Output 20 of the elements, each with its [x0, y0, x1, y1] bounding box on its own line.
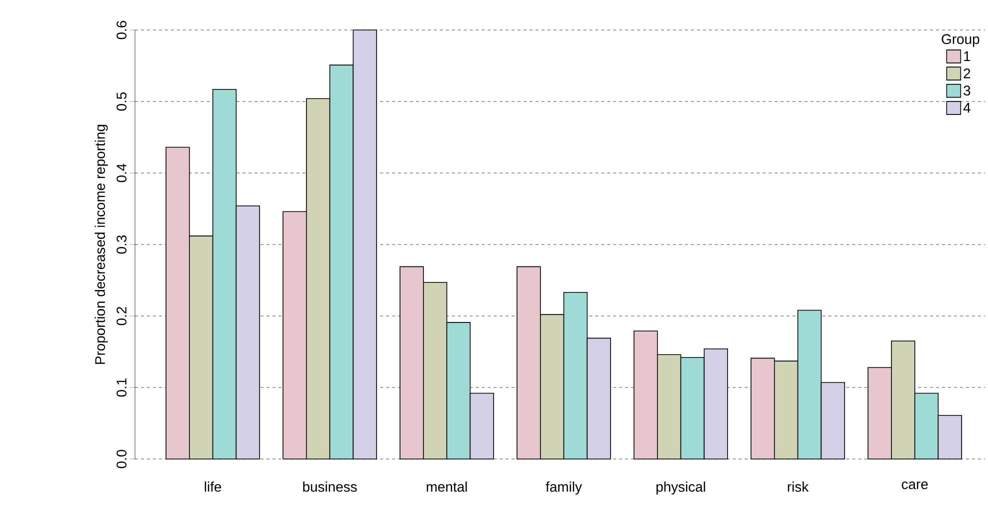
y-tick-label: 0.1	[116, 378, 126, 397]
y-tick-label: 0.6	[116, 20, 126, 40]
y-tick-label: 0.5	[116, 92, 126, 111]
legend-title: Group	[942, 34, 980, 47]
x-tick-label: family	[546, 482, 582, 495]
y-tick-label: 0.2	[116, 307, 126, 326]
legend-label: 4	[963, 102, 970, 112]
x-tick-label: life	[204, 482, 222, 492]
legend-label: 1	[964, 51, 970, 61]
x-tick-label: care	[902, 482, 928, 490]
x-tick-label: business	[303, 482, 357, 492]
legend-label: 3	[964, 86, 970, 96]
y-axis-title: Proportion decreased income reporting	[94, 124, 108, 364]
x-tick-label: physical	[656, 482, 706, 495]
y-tick-label: 0.4	[116, 164, 126, 182]
y-tick-label: 0.0	[116, 450, 126, 468]
x-tick-label: risk	[788, 482, 809, 492]
x-tick-label: mental	[426, 482, 467, 492]
legend-label: 2	[964, 68, 970, 78]
y-tick-label: 0.3	[116, 235, 126, 254]
